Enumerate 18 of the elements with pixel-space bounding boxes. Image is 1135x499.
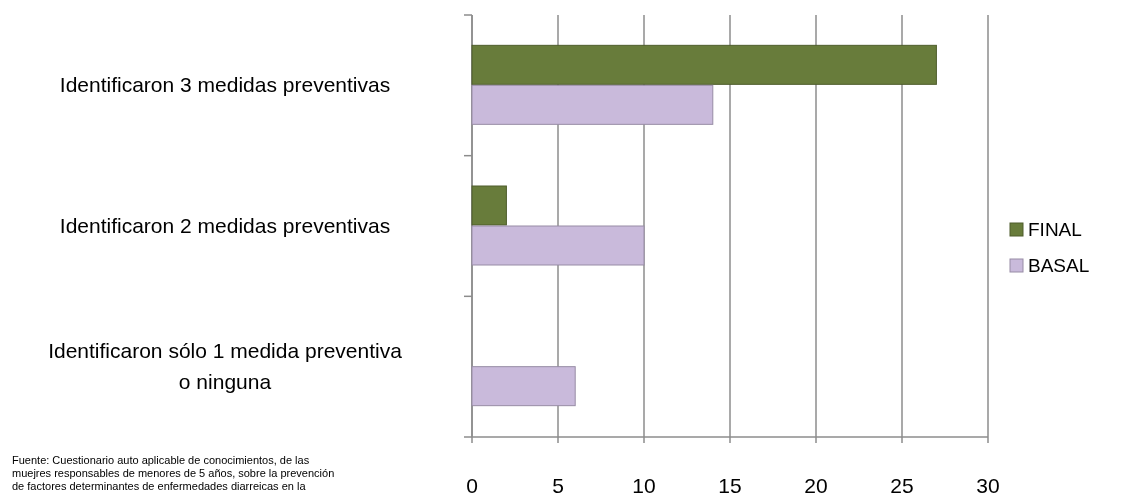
- legend-label: FINAL: [1028, 219, 1082, 240]
- bar: [471, 185, 507, 226]
- x-tick-label: 20: [804, 474, 828, 497]
- x-tick-label: 0: [466, 474, 478, 497]
- y-tick-label: Identificaron sólo 1 medida preventiva o ninguna: [48, 339, 403, 394]
- x-tick-label: 10: [632, 474, 656, 497]
- legend-label: BASAL: [1028, 255, 1090, 276]
- x-tick-label: 15: [718, 474, 742, 497]
- bar: [471, 44, 937, 85]
- x-tick-label: 25: [890, 474, 914, 497]
- source-note: Fuente: Cuestionario auto aplicable de conocimientos, de las muejres responsables de menores de 5 años, sobre la prevención de factores determinantes de enfermedades diarreicas en la: [12, 454, 335, 492]
- y-tick-label: Identificaron 3 medidas preventivas: [59, 73, 391, 97]
- bar: [471, 225, 645, 266]
- y-tick-label: Identificaron 2 medidas preventivas: [59, 214, 391, 237]
- x-tick-label: 5: [552, 474, 564, 497]
- x-tick-label: 30: [976, 474, 1000, 497]
- bar: [471, 366, 576, 407]
- bar: [471, 84, 714, 125]
